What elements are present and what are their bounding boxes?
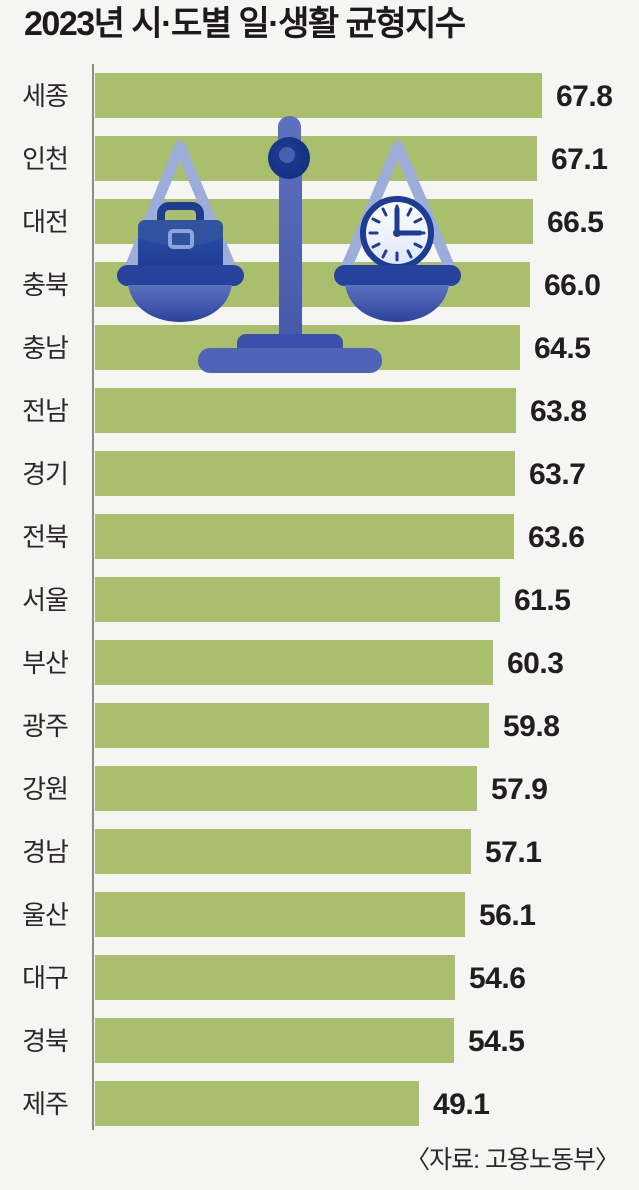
category-label: 충남 [22, 333, 69, 363]
category-label: 강원 [22, 774, 69, 804]
category-label: 광주 [22, 711, 69, 741]
chart-row: 경기 63.7 [0, 451, 639, 496]
value-label: 67.1 [551, 143, 608, 176]
chart-row: 세종 67.8 [0, 73, 639, 118]
value-label: 63.7 [529, 458, 586, 491]
category-label: 인천 [22, 144, 69, 174]
bar [95, 388, 516, 433]
bar [95, 766, 477, 811]
value-label: 66.0 [544, 269, 601, 302]
bar [95, 703, 489, 748]
category-label: 대전 [22, 207, 69, 237]
y-axis-line [92, 64, 94, 1130]
value-label: 54.6 [469, 962, 526, 995]
value-label: 61.5 [514, 584, 571, 617]
value-label: 59.8 [503, 710, 560, 743]
value-label: 56.1 [479, 899, 536, 932]
chart-row: 서울 61.5 [0, 577, 639, 622]
chart-title: 2023년 시·도별 일·생활 균형지수 [24, 5, 466, 43]
category-label: 충북 [22, 270, 69, 300]
category-label: 경북 [22, 1026, 69, 1056]
chart-row: 부산 60.3 [0, 640, 639, 685]
bar [95, 1081, 419, 1126]
scale-pans [117, 265, 461, 322]
category-label: 전북 [22, 522, 69, 552]
source-caption: 〈자료: 고용노동부〉 [405, 1146, 620, 1174]
bar [95, 955, 455, 1000]
chart-row: 대구 54.6 [0, 955, 639, 1000]
category-label: 부산 [22, 648, 69, 678]
chart-row: 전북 63.6 [0, 514, 639, 559]
balance-scale-illustration [117, 116, 461, 373]
bar [95, 73, 542, 118]
category-label: 서울 [22, 585, 69, 615]
bar [95, 577, 500, 622]
chart-row: 강원 57.9 [0, 766, 639, 811]
category-label: 울산 [22, 900, 69, 930]
bar [95, 640, 493, 685]
value-label: 54.5 [468, 1025, 525, 1058]
bar [95, 892, 465, 937]
value-label: 67.8 [556, 80, 613, 113]
category-label: 대구 [22, 963, 69, 993]
value-label: 63.6 [528, 521, 585, 554]
bar [95, 451, 515, 496]
category-label: 세종 [22, 81, 69, 111]
chart-row: 경남 57.1 [0, 829, 639, 874]
category-label: 전남 [22, 396, 69, 426]
chart-row: 전남 63.8 [0, 388, 639, 433]
chart-row: 제주 49.1 [0, 1081, 639, 1126]
chart-row: 광주 59.8 [0, 703, 639, 748]
value-label: 57.1 [485, 836, 542, 869]
value-label: 64.5 [534, 332, 591, 365]
scale-frame [171, 116, 408, 373]
value-label: 66.5 [547, 206, 604, 239]
value-label: 63.8 [530, 395, 587, 428]
category-label: 제주 [22, 1089, 69, 1119]
bar [95, 514, 514, 559]
category-label: 경기 [22, 459, 69, 489]
category-label: 경남 [22, 837, 69, 867]
value-label: 57.9 [491, 773, 548, 806]
chart-row: 울산 56.1 [0, 892, 639, 937]
value-label: 49.1 [433, 1088, 490, 1121]
bar [95, 1018, 454, 1063]
chart-row: 경북 54.5 [0, 1018, 639, 1063]
bar [95, 829, 471, 874]
briefcase-icon [138, 202, 223, 272]
value-label: 60.3 [507, 647, 564, 680]
clock-icon [360, 196, 434, 270]
